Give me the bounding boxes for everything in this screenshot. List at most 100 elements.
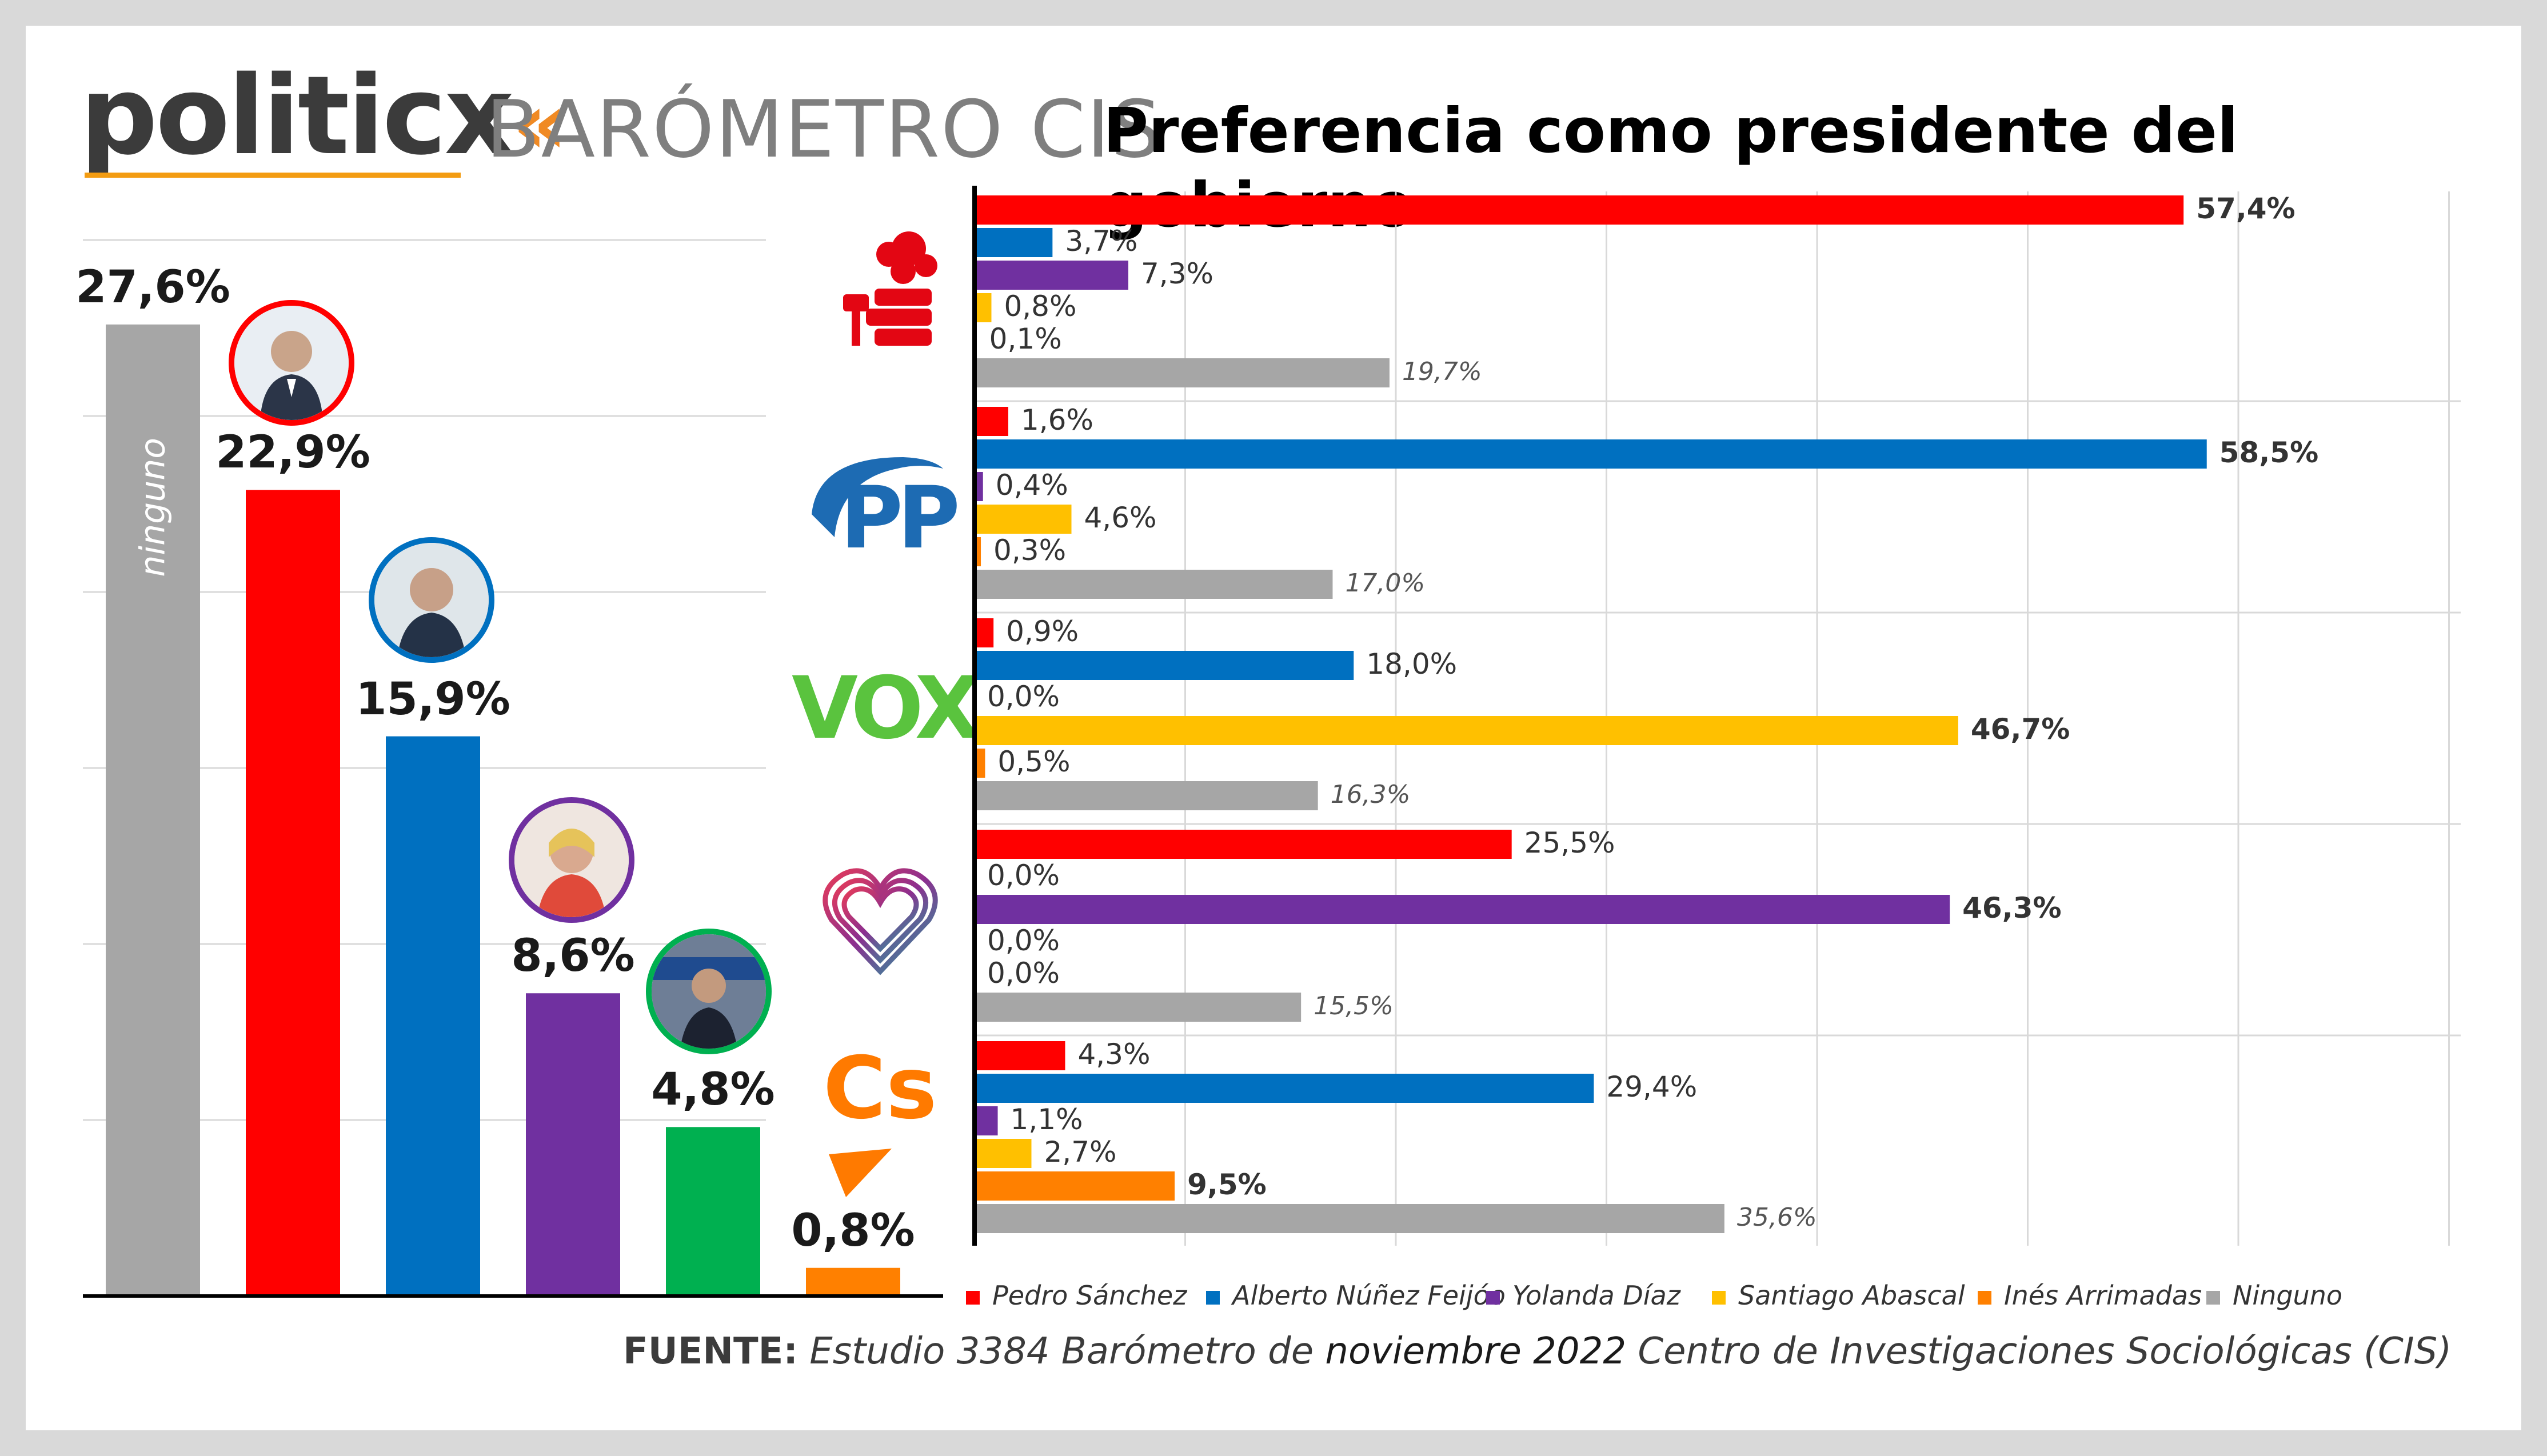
value-label: 9,5%: [1187, 1168, 1267, 1201]
legend-swatch: [1206, 1290, 1220, 1305]
bar-vox-alberto-n-ez-feij-o: [975, 651, 1354, 680]
total-bar-chart: ninguno: [83, 239, 943, 1298]
value-label: 0,4%: [995, 469, 1068, 502]
source-highlight: noviembre 2022: [1325, 1330, 1627, 1373]
brand-logo: politicx«: [80, 62, 568, 178]
legend-item: Yolanda Díaz: [1486, 1280, 1680, 1311]
chart-legend: Pedro Sánchez Alberto Núñez Feijóo Yolanda…: [966, 1280, 2452, 1314]
avatar-pedro-sanchez: [229, 300, 354, 426]
value-label: 0,3%: [993, 534, 1067, 567]
value-label: 4,8%: [651, 1064, 775, 1116]
legend-swatch: [1978, 1290, 1991, 1305]
bar-pedro-s-nchez: [246, 490, 340, 1296]
bar-pp-santiago-abascal: [975, 505, 1072, 534]
value-label: 8,6%: [511, 930, 635, 982]
bar-pp-ninguno: [975, 570, 1333, 599]
bar-inner-label: ninguno: [133, 438, 173, 577]
sumar-heart-logo: [823, 868, 938, 975]
bar-pp-alberto-n-ez-feij-o: [975, 439, 2207, 469]
cs-logo-mark: [829, 1149, 892, 1197]
brand-underline: [85, 173, 461, 178]
avatar-santiago-abascal: [646, 929, 772, 1054]
bar-sumar-pedro-s-nchez: [975, 830, 1512, 859]
bar-pp-pedro-s-nchez: [975, 407, 1008, 436]
value-label: 4,6%: [1084, 501, 1157, 534]
value-label: 29,4%: [1606, 1070, 1698, 1103]
bar-ninguno: [106, 324, 200, 1296]
bar-psoe-santiago-abascal: [975, 293, 992, 322]
value-label: 35,6%: [1736, 1203, 1817, 1232]
legend-label: Alberto Núñez Feijóo: [1232, 1280, 1506, 1311]
bar-sumar-ninguno: [975, 993, 1302, 1022]
bar-in-s-arrimadas: [806, 1267, 900, 1296]
value-label: 15,5%: [1314, 991, 1394, 1021]
value-label: 0,0%: [987, 957, 1060, 990]
value-label: 22,9%: [215, 427, 370, 479]
bar-vox-in-s-arrimadas: [975, 749, 985, 778]
value-label: 1,6%: [1020, 403, 1093, 437]
bar-psoe-yolanda-d-az: [975, 261, 1129, 290]
bar-psoe-alberto-n-ez-feij-o: [975, 228, 1053, 257]
value-label: 0,8%: [791, 1205, 915, 1257]
bar-alberto-n-ez-feij-o: [386, 736, 480, 1296]
legend-label: Yolanda Díaz: [1512, 1280, 1680, 1311]
header-subtitle: BARÓMETRO CIS: [486, 83, 1163, 175]
value-label: 18,0%: [1366, 647, 1458, 681]
bar-vox-pedro-s-nchez: [975, 618, 994, 647]
value-label: 4,3%: [1077, 1038, 1151, 1071]
value-label: 3,7%: [1065, 225, 1138, 258]
avatar-alberto-nunez-feijoo: [369, 537, 494, 663]
value-label: 0,0%: [987, 859, 1060, 892]
value-label: 46,7%: [1970, 713, 2070, 746]
legend-swatch: [1486, 1290, 1500, 1305]
legend-item: Alberto Núñez Feijóo: [1206, 1280, 1506, 1311]
value-label: 27,6%: [75, 261, 230, 313]
avatar-yolanda-diaz: [509, 797, 634, 923]
legend-swatch: [2206, 1290, 2220, 1305]
legend-swatch: [1712, 1290, 1726, 1305]
legend-swatch: [966, 1290, 980, 1305]
value-label: 7,3%: [1141, 257, 1214, 290]
pp-logo-text: PP: [840, 469, 960, 568]
value-label: 0,0%: [987, 924, 1060, 957]
legend-item: Santiago Abascal: [1712, 1280, 1965, 1311]
party-bar-chart: [972, 186, 2461, 1246]
bar-psoe-pedro-s-nchez: [975, 195, 2184, 225]
page-title: Preferencia como presidente del gobierno: [1103, 95, 2238, 241]
value-label: 19,7%: [1402, 357, 1482, 386]
vox-logo: VOX: [792, 659, 981, 758]
value-label: 0,1%: [989, 322, 1062, 355]
bar-cs-santiago-abascal: [975, 1139, 1032, 1168]
brand-name: politicx: [80, 53, 514, 179]
bar-psoe-ninguno: [975, 358, 1390, 387]
psoe-logo: [843, 231, 937, 346]
bar-santiago-abascal: [666, 1127, 760, 1296]
bar-cs-ninguno: [975, 1204, 1724, 1233]
value-label: 0,0%: [987, 680, 1060, 713]
value-label: 46,3%: [1962, 891, 2062, 925]
value-label: 2,7%: [1044, 1135, 1117, 1169]
value-label: 15,9%: [356, 673, 510, 725]
value-label: 0,9%: [1006, 615, 1079, 648]
legend-item: Ninguno: [2206, 1280, 2342, 1311]
pp-logo-arc: [812, 457, 943, 537]
brand-mark: «: [512, 74, 568, 174]
source-text-1: Estudio 3384 Barómetro de: [809, 1330, 1314, 1373]
value-label: 58,5%: [2219, 436, 2319, 469]
legend-label: Santiago Abascal: [1738, 1280, 1965, 1311]
bar-cs-in-s-arrimadas: [975, 1171, 1175, 1201]
value-label: 57,4%: [2196, 192, 2296, 225]
cs-logo-text: Cs: [823, 1039, 937, 1138]
value-label: 0,8%: [1004, 290, 1077, 323]
pp-logo: PP: [800, 446, 960, 568]
value-label: 17,0%: [1345, 569, 1426, 598]
source-note: FUENTE: Estudio 3384 Barómetro de noviem…: [623, 1329, 2452, 1374]
bar-vox-santiago-abascal: [975, 716, 1958, 745]
legend-label: Ninguno: [2233, 1280, 2342, 1311]
bar-cs-yolanda-d-az: [975, 1106, 998, 1135]
bar-cs-alberto-n-ez-feij-o: [975, 1074, 1594, 1103]
value-label: 1,1%: [1010, 1103, 1083, 1136]
bar-cs-pedro-s-nchez: [975, 1041, 1065, 1070]
source-label: FUENTE:: [623, 1330, 798, 1373]
